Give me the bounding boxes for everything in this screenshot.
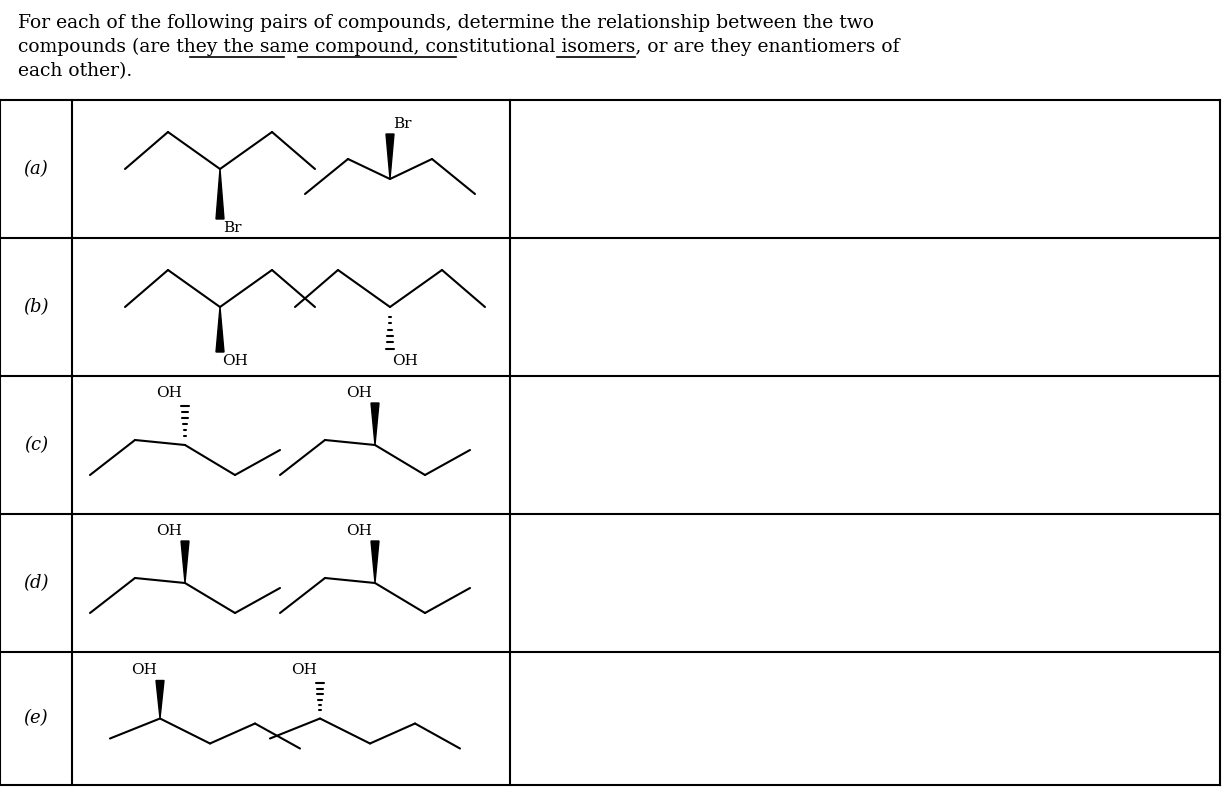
Text: OH: OH (156, 386, 182, 400)
Text: (b): (b) (23, 298, 49, 316)
Text: (c): (c) (23, 436, 48, 454)
Text: OH: OH (156, 524, 182, 538)
Text: (e): (e) (23, 710, 48, 727)
Text: OH: OH (132, 663, 158, 678)
Text: each other).: each other). (18, 62, 132, 80)
Text: OH: OH (222, 354, 247, 368)
Text: compounds (are they the same compound, constitutional isomers, or are they enant: compounds (are they the same compound, c… (18, 38, 900, 56)
Text: OH: OH (346, 524, 372, 538)
Polygon shape (215, 169, 224, 219)
Polygon shape (181, 541, 190, 583)
Text: OH: OH (291, 663, 318, 678)
Polygon shape (371, 403, 379, 445)
Text: OH: OH (391, 354, 417, 368)
Polygon shape (215, 307, 224, 352)
Text: Br: Br (223, 221, 241, 235)
Polygon shape (156, 681, 164, 718)
Text: (a): (a) (23, 160, 48, 178)
Text: For each of the following pairs of compounds, determine the relationship between: For each of the following pairs of compo… (18, 14, 874, 32)
Text: (d): (d) (23, 574, 49, 592)
Text: Br: Br (393, 117, 411, 131)
Text: OH: OH (346, 386, 372, 400)
Polygon shape (387, 134, 394, 179)
Polygon shape (371, 541, 379, 583)
